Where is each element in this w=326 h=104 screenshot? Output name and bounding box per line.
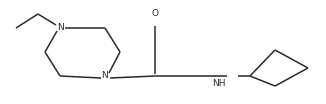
Text: N: N	[57, 24, 63, 32]
Text: NH: NH	[212, 79, 226, 88]
Text: O: O	[152, 9, 158, 19]
Text: N: N	[102, 72, 108, 80]
